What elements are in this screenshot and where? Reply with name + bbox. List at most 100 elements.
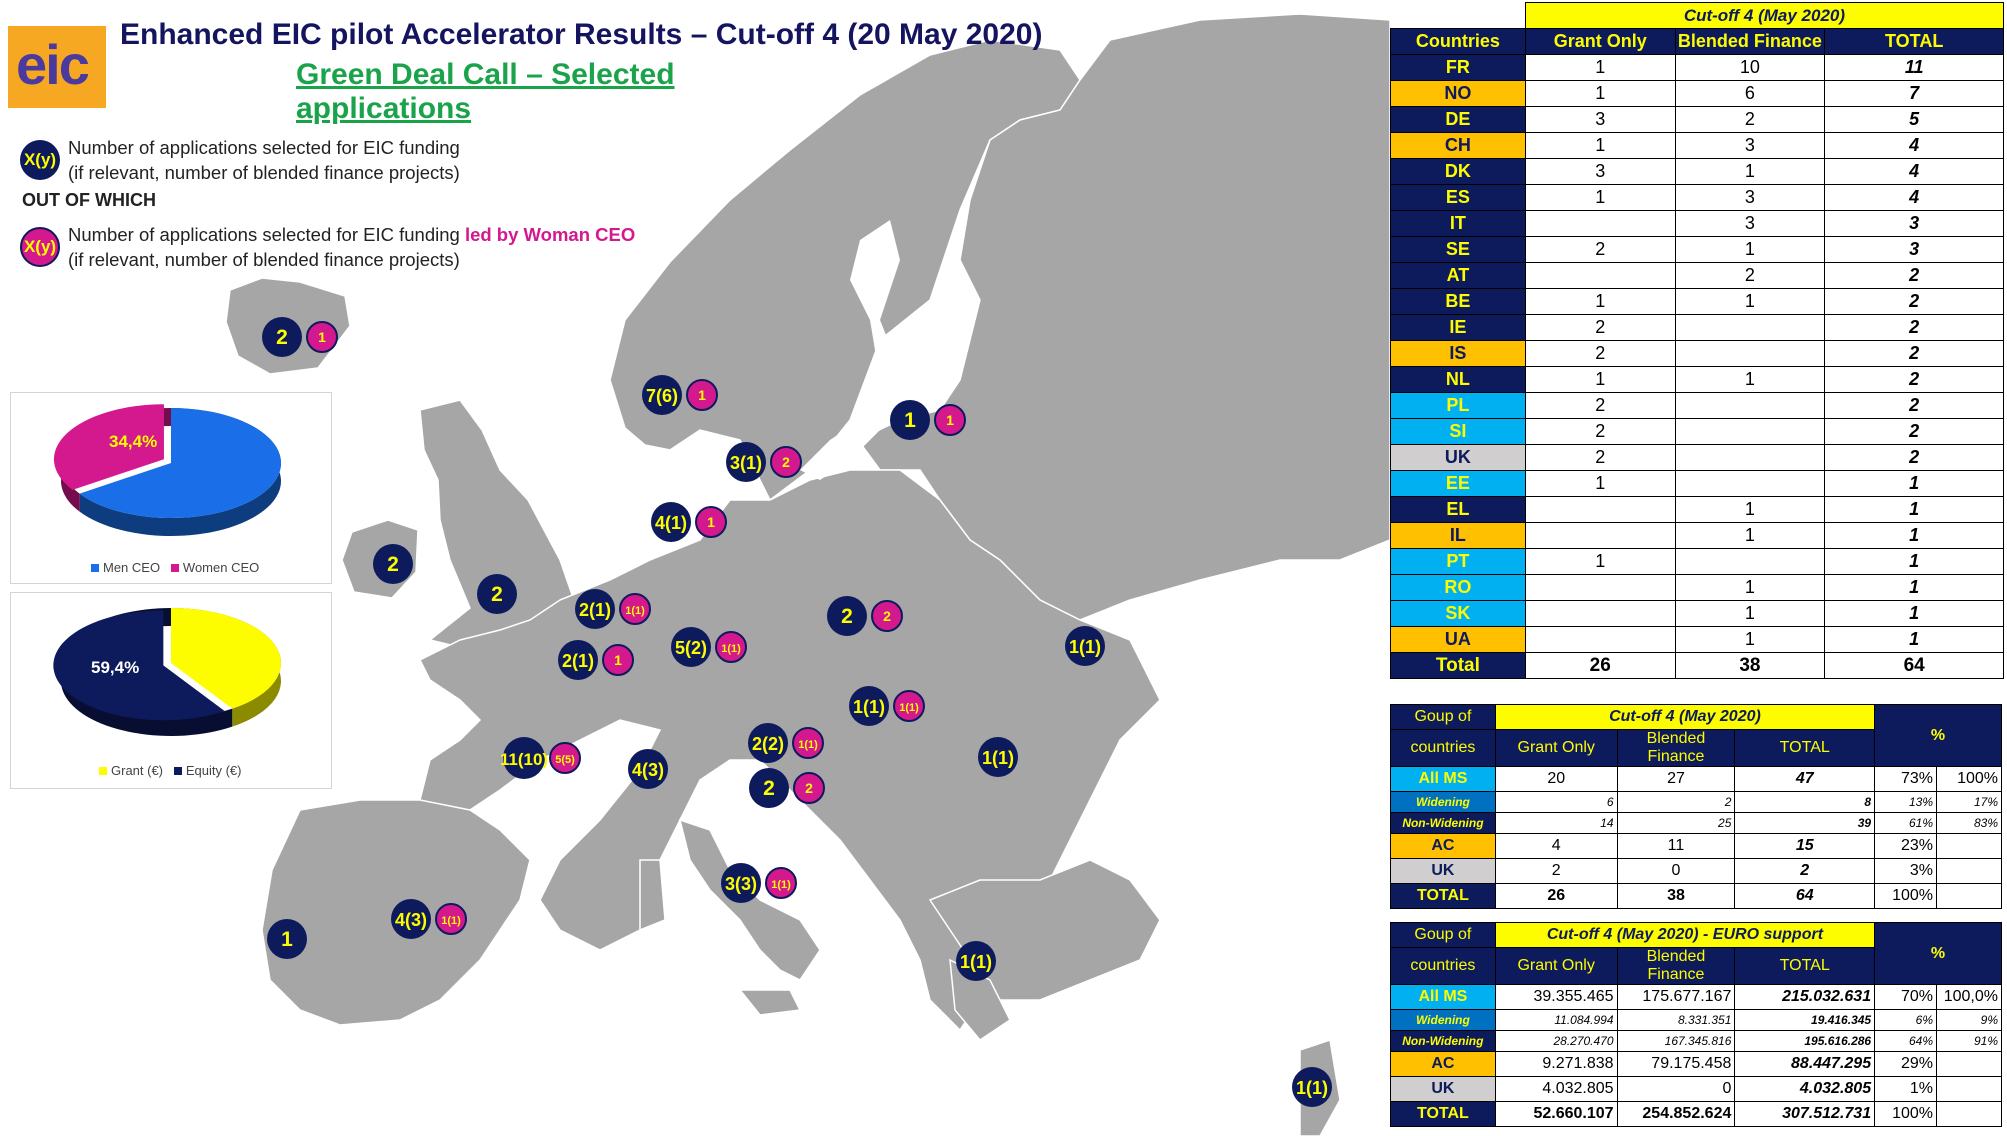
selected-count-label: 1(1) xyxy=(960,952,992,972)
selected-count-label: 4(3) xyxy=(395,910,427,930)
total-count: 5 xyxy=(1824,106,2004,133)
blended-finance-value: 254.852.624 xyxy=(1616,1101,1736,1127)
legend-label-grant: Grant (€) xyxy=(111,763,164,778)
total-count: 4 xyxy=(1824,184,2004,211)
pie-slice-grant xyxy=(171,608,281,709)
grant-only-value: 4.032.805 xyxy=(1494,1076,1618,1102)
selected-count-circle xyxy=(849,686,889,726)
table-euro-header-total: TOTAL xyxy=(1734,947,1876,985)
total-count: 1 xyxy=(1824,548,2004,575)
share-pct: 6% xyxy=(1874,1009,1938,1031)
table-groups-header-pct: % xyxy=(1874,704,2002,767)
blended-finance-count xyxy=(1674,340,1826,367)
selected-count-circle xyxy=(575,589,615,629)
map-marker-romania: 1(1) xyxy=(978,737,1018,777)
table-row: UK 2 0 2 3% xyxy=(1390,858,2002,884)
table-groups-header-group1: Goup of xyxy=(1390,704,1496,730)
country-code: EE xyxy=(1390,470,1526,497)
table-countries-header-country: Countries xyxy=(1390,28,1526,55)
grant-only-count: 3 xyxy=(1524,106,1676,133)
woman-ceo-count-label: 2 xyxy=(883,608,891,624)
total-value: 39 xyxy=(1734,812,1876,834)
country-code: IL xyxy=(1390,522,1526,549)
total-value: 8 xyxy=(1734,791,1876,813)
selected-count-label: 11(10) xyxy=(500,750,548,769)
total-value: 215.032.631 xyxy=(1734,984,1876,1010)
legend-selected-line2: (if relevant, number of blended finance … xyxy=(68,162,460,183)
country-code: IE xyxy=(1390,314,1526,341)
country-code: BE xyxy=(1390,288,1526,315)
legend-selected-line1: Number of applications selected for EIC … xyxy=(68,137,460,158)
woman-ceo-count-label: 1(1) xyxy=(721,643,741,655)
selected-count-label: 1(1) xyxy=(1069,637,1101,657)
country-code: NL xyxy=(1390,366,1526,393)
selected-count-label: 2 xyxy=(387,553,399,576)
table-row: ES 1 3 4 xyxy=(1390,184,2004,211)
total-count: 2 xyxy=(1824,366,2004,393)
page-subtitle: Green Deal Call – Selected applications xyxy=(296,58,675,125)
table-row: EL 1 1 xyxy=(1390,496,2004,523)
group-label: Widening xyxy=(1390,791,1496,813)
table-countries-total-blended: 38 xyxy=(1674,652,1826,679)
blended-finance-count xyxy=(1674,392,1826,419)
selected-count-circle xyxy=(726,442,766,482)
share-pct: 61% xyxy=(1874,812,1938,834)
share-pct: 100% xyxy=(1874,883,1938,909)
group-label: Widening xyxy=(1390,1009,1496,1031)
total-value: 195.616.286 xyxy=(1734,1030,1876,1052)
total-count: 1 xyxy=(1824,522,2004,549)
table-row: DE 3 2 5 xyxy=(1390,106,2004,133)
map-marker-spain: 4(3) 1(1) xyxy=(391,899,467,939)
grant-only-count: 2 xyxy=(1524,314,1676,341)
woman-ceo-count-label: 1(1) xyxy=(899,702,919,714)
table-euro-header-group2: countries xyxy=(1390,947,1496,985)
grant-only-value: 11.084.994 xyxy=(1494,1009,1618,1031)
table-countries-blank xyxy=(1390,2,1526,29)
woman-ceo-count-circle xyxy=(549,742,581,774)
blended-finance-count: 6 xyxy=(1674,80,1826,107)
pie-slice-equity xyxy=(53,610,225,721)
selected-count-circle xyxy=(956,941,996,981)
blended-finance-value: 0 xyxy=(1616,858,1736,884)
grant-only-count xyxy=(1524,210,1676,237)
legend-selected: X(y) Number of applications selected for… xyxy=(20,135,460,185)
share-pct-of-ms: 100% xyxy=(1936,766,2002,792)
total-count: 2 xyxy=(1824,288,2004,315)
grant-only-count xyxy=(1524,262,1676,289)
total-value: 64 xyxy=(1734,883,1876,909)
pie-chart-gender: 34,4% Men CEO Women CEO xyxy=(10,392,332,584)
selected-count-circle xyxy=(1065,626,1105,666)
pie-slice-women-ceo xyxy=(53,404,164,490)
grant-only-value: 39.355.465 xyxy=(1494,984,1618,1010)
legend-marker-selected: X(y) xyxy=(20,140,60,180)
share-pct: 29% xyxy=(1874,1051,1938,1077)
selected-count-label: 7(6) xyxy=(646,386,678,406)
map-marker-ukraine: 1(1) xyxy=(1065,626,1105,666)
total-count: 11 xyxy=(1824,54,2004,81)
country-code: SI xyxy=(1390,418,1526,445)
blended-finance-value: 8.331.351 xyxy=(1616,1009,1736,1031)
share-pct: 23% xyxy=(1874,833,1938,859)
woman-ceo-count-label: 1 xyxy=(707,514,715,530)
selected-count-circle xyxy=(978,737,1018,777)
woman-ceo-count-circle xyxy=(715,631,747,663)
eic-logo-text: eic xyxy=(16,33,90,96)
table-euro-header-pct: % xyxy=(1874,922,2002,985)
woman-ceo-count-label: 5(5) xyxy=(555,754,575,766)
total-count: 7 xyxy=(1824,80,2004,107)
woman-ceo-count-label: 1(1) xyxy=(625,605,645,617)
pie-slice-men-ceo xyxy=(79,408,281,518)
blended-finance-count: 3 xyxy=(1674,184,1826,211)
group-label: Non-Widening xyxy=(1390,812,1496,834)
grant-only-value: 52.660.107 xyxy=(1494,1101,1618,1127)
grant-only-count: 2 xyxy=(1524,340,1676,367)
table-row: Non-Widening 28.270.470 167.345.816 195.616… xyxy=(1390,1030,2002,1052)
pie-chart-funding: 59,4% Grant (€) Equity (€) xyxy=(10,592,332,789)
blended-finance-count: 3 xyxy=(1674,132,1826,159)
selected-count-label: 2 xyxy=(276,326,288,349)
table-row: NL 1 1 2 xyxy=(1390,366,2004,393)
woman-ceo-count-label: 1 xyxy=(698,387,706,403)
